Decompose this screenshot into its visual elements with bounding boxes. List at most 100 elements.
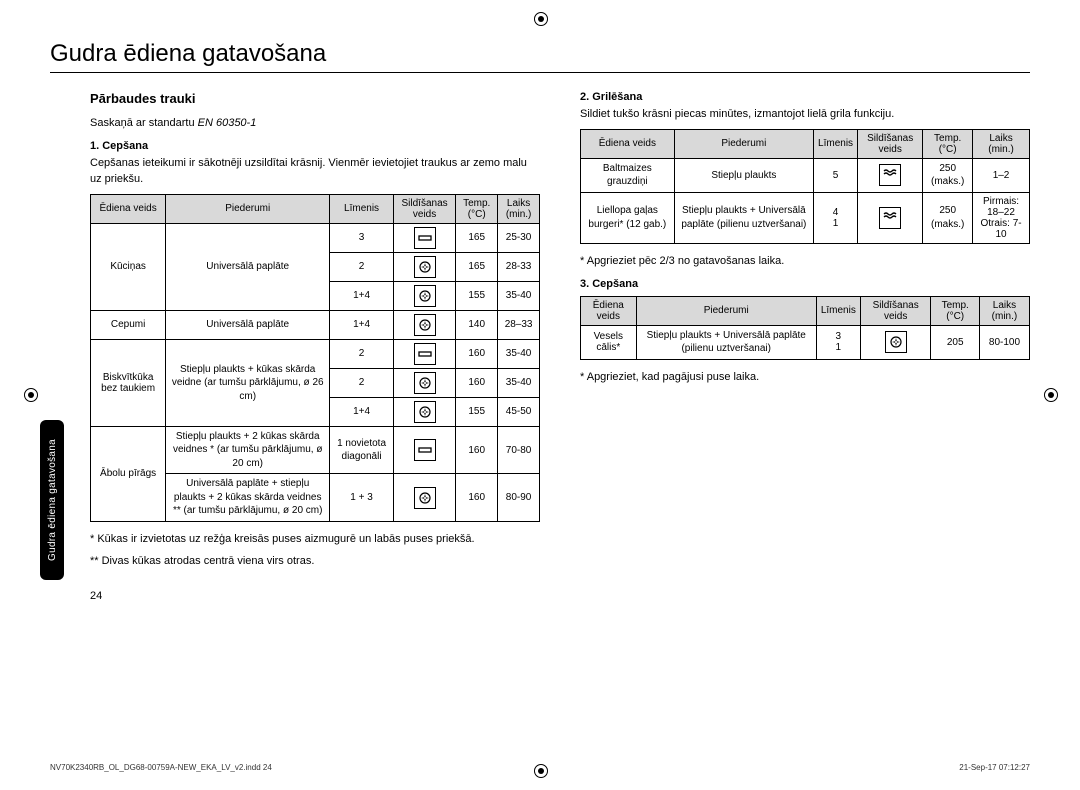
cell: 160 [456, 474, 498, 522]
cell: Stiepļu plaukts [674, 158, 813, 192]
footnote: * Apgrieziet, kad pagājusi puse laika. [580, 370, 1030, 386]
cell: 28-33 [498, 252, 540, 281]
th: Piederumi [636, 296, 816, 325]
cell: 165 [456, 252, 498, 281]
cell: 45-50 [498, 397, 540, 426]
cell: Biskvītkūka bez taukiem [91, 339, 166, 426]
table-2: Ēdiena veids Piederumi Līmenis Sildīšana… [580, 129, 1030, 244]
cell: Universālā paplāte [166, 310, 330, 339]
th: Sildīšanas veids [393, 194, 455, 223]
subheading-1: 1. Cepšana [90, 140, 540, 152]
cell [393, 252, 455, 281]
cell: 1+4 [330, 281, 394, 310]
th: Laiks (min.) [973, 129, 1030, 158]
cell: 35-40 [498, 281, 540, 310]
cell [393, 223, 455, 252]
crop-mark [24, 388, 38, 402]
cell: 5 [814, 158, 858, 192]
cell [393, 397, 455, 426]
th: Temp. (°C) [931, 296, 979, 325]
cell: Stiepļu plaukts + kūkas skārda veidne (a… [166, 339, 330, 426]
th: Temp. (°C) [456, 194, 498, 223]
cell: 28–33 [498, 310, 540, 339]
conventional-icon [414, 439, 436, 461]
grill-icon [879, 164, 901, 186]
cell: 1–2 [973, 158, 1030, 192]
columns: Pārbaudes trauki Saskaņā ar standartu EN… [50, 91, 1030, 602]
cell: 140 [456, 310, 498, 339]
cell: 155 [456, 397, 498, 426]
footnote: * Apgrieziet pēc 2/3 no gatavošanas laik… [580, 254, 1030, 270]
cell: 4 1 [814, 192, 858, 243]
cell: Universālā paplāte [166, 223, 330, 310]
cell [393, 339, 455, 368]
cell: 1 novietota diagonāli [330, 426, 394, 474]
conventional-icon [414, 343, 436, 365]
cell: 250 (maks.) [923, 192, 973, 243]
fan-icon [414, 285, 436, 307]
footer-timestamp: 21-Sep-17 07:12:27 [959, 763, 1030, 772]
table-row: Biskvītkūka bez taukiem Stiepļu plaukts … [91, 339, 540, 368]
th: Sildīšanas veids [858, 129, 923, 158]
table-row: Liellopa gaļas burgeri* (12 gab.) Stiepļ… [581, 192, 1030, 243]
cell: 80-100 [979, 325, 1029, 359]
page: Gudra ēdiena gatavošana Pārbaudes trauki… [0, 0, 1080, 632]
fan-icon [414, 487, 436, 509]
th: Piederumi [166, 194, 330, 223]
conventional-icon [414, 227, 436, 249]
cell: 1 + 3 [330, 474, 394, 522]
cell [858, 192, 923, 243]
cell: Kūciņas [91, 223, 166, 310]
th: Ēdiena veids [581, 129, 675, 158]
cell: Baltmaizes grauzdiņi [581, 158, 675, 192]
table-row: Baltmaizes grauzdiņi Stiepļu plaukts 5 2… [581, 158, 1030, 192]
fan-icon [414, 372, 436, 394]
th: Līmenis [814, 129, 858, 158]
cell: Vesels cālis* [581, 325, 637, 359]
th: Ēdiena veids [581, 296, 637, 325]
title-rule [50, 72, 1030, 73]
th: Līmenis [330, 194, 394, 223]
cell [393, 474, 455, 522]
th: Piederumi [674, 129, 813, 158]
th: Temp. (°C) [923, 129, 973, 158]
cell: 160 [456, 368, 498, 397]
cell [860, 325, 931, 359]
cell: 160 [456, 339, 498, 368]
cell: Liellopa gaļas burgeri* (12 gab.) [581, 192, 675, 243]
left-column: Pārbaudes trauki Saskaņā ar standartu EN… [50, 91, 540, 602]
cell [393, 281, 455, 310]
subheading-2: 2. Grilēšana [580, 91, 1030, 103]
table-row: Cepumi Universālā paplāte 1+4 140 28–33 [91, 310, 540, 339]
cell [393, 426, 455, 474]
cell: 25-30 [498, 223, 540, 252]
crop-mark [1044, 388, 1058, 402]
table-header-row: Ēdiena veids Piederumi Līmenis Sildīšana… [581, 296, 1030, 325]
sub1-text: Cepšanas ieteikumi ir sākotnēji uzsildīt… [90, 156, 540, 188]
table-header-row: Ēdiena veids Piederumi Līmenis Sildīšana… [91, 194, 540, 223]
cell: 80-90 [498, 474, 540, 522]
th: Laiks (min.) [498, 194, 540, 223]
table-header-row: Ēdiena veids Piederumi Līmenis Sildīšana… [581, 129, 1030, 158]
fan-icon [414, 314, 436, 336]
cell: 165 [456, 223, 498, 252]
th: Laiks (min.) [979, 296, 1029, 325]
grill-icon [879, 207, 901, 229]
cell: 160 [456, 426, 498, 474]
cell: 1+4 [330, 310, 394, 339]
cell: Pirmais: 18–22 Otrais: 7-10 [973, 192, 1030, 243]
cell: Stiepļu plaukts + Universālā paplāte (pi… [636, 325, 816, 359]
fan-icon [885, 331, 907, 353]
fan-icon [414, 401, 436, 423]
page-title: Gudra ēdiena gatavošana [50, 40, 1030, 68]
cell: 2 [330, 339, 394, 368]
cell: 35-40 [498, 368, 540, 397]
side-tab-label: Gudra ēdiena gatavošana [47, 439, 58, 561]
cell: 205 [931, 325, 979, 359]
subheading-3: 3. Cepšana [580, 278, 1030, 290]
footnote: ** Divas kūkas atrodas centrā viena virs… [90, 554, 540, 570]
cell: Stiepļu plaukts + 2 kūkas skārda veidnes… [166, 426, 330, 474]
print-footer: NV70K2340RB_OL_DG68-00759A-NEW_EKA_LV_v2… [50, 763, 1030, 772]
cell: Universālā paplāte + stiepļu plaukts + 2… [166, 474, 330, 522]
table-1: Ēdiena veids Piederumi Līmenis Sildīšana… [90, 194, 540, 522]
